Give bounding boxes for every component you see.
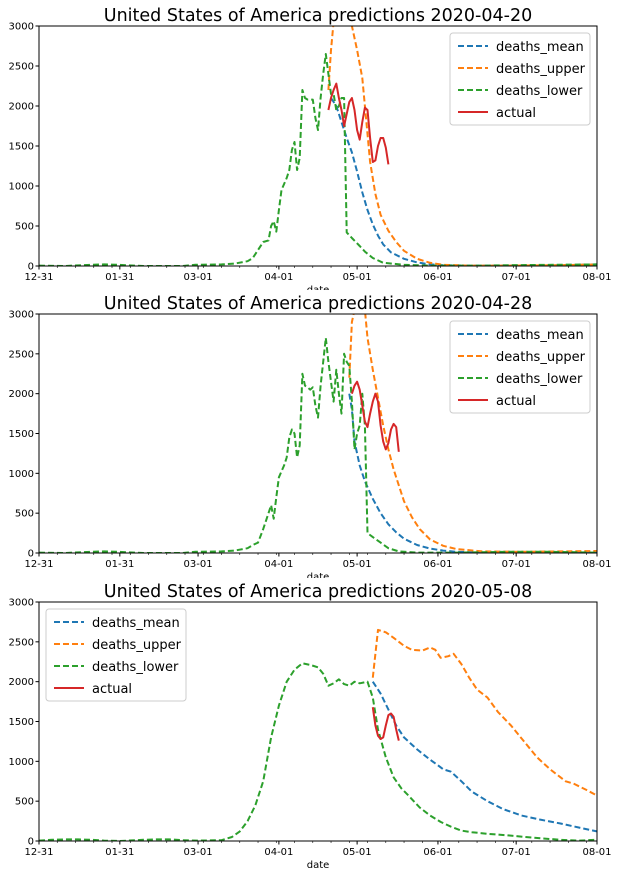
x-tick-label: 04-01 [264, 559, 293, 570]
x-axis-label: date [307, 572, 330, 578]
legend-label: deaths_lower [496, 84, 583, 99]
series-deaths-upper [371, 628, 597, 797]
y-tick-label: 0 [28, 262, 34, 273]
y-tick-label: 0 [28, 837, 34, 848]
y-tick-label: 1500 [9, 429, 34, 440]
legend-label: actual [496, 106, 536, 121]
x-tick-label: 03-01 [184, 272, 213, 283]
legend-label: actual [92, 682, 132, 697]
y-tick-label: 1500 [9, 142, 34, 153]
chart-1: United States of America predictions 202… [9, 6, 612, 296]
chart-title: United States of America predictions 202… [104, 294, 532, 314]
x-tick-label: 12-31 [24, 559, 53, 570]
y-tick-label: 500 [15, 797, 34, 808]
chart-panel-3: United States of America predictions 202… [0, 576, 619, 880]
x-tick-label: 06-01 [423, 559, 452, 570]
plot-area [39, 628, 597, 841]
x-tick-label: 01-31 [105, 559, 134, 570]
y-tick-label: 2000 [9, 102, 34, 113]
legend-label: actual [496, 394, 536, 409]
chart-title: United States of America predictions 202… [104, 6, 532, 26]
legend-label: deaths_upper [496, 62, 586, 77]
y-tick-label: 3000 [9, 598, 34, 609]
series-deaths-upper [348, 314, 597, 553]
y-tick-label: 2500 [9, 62, 34, 73]
series-actual [371, 707, 400, 741]
x-tick-label: 04-01 [264, 847, 293, 858]
x-tick-label: 03-01 [184, 559, 213, 570]
legend: deaths_mean deaths_upper deaths_loweractua… [45, 608, 187, 702]
y-tick-label: 1000 [9, 757, 34, 768]
y-tick-label: 2500 [9, 637, 34, 648]
x-tick-label: 08-01 [582, 559, 611, 570]
legend-label: deaths_mean [92, 616, 180, 631]
x-tick-label: 12-31 [24, 272, 53, 283]
legend: deaths_mean deaths_upper deaths_loweractua… [449, 32, 591, 126]
chart-title: United States of America predictions 202… [104, 582, 532, 602]
chart-panel-2: United States of America predictions 202… [0, 288, 619, 583]
legend-label: deaths_lower [496, 372, 583, 387]
x-tick-label: 01-31 [105, 272, 134, 283]
x-tick-label: 04-01 [264, 272, 293, 283]
x-tick-label: 01-31 [105, 847, 134, 858]
x-tick-label: 05-01 [343, 272, 372, 283]
series-deaths-lower [39, 662, 597, 841]
chart-3: United States of America predictions 202… [9, 582, 612, 871]
x-tick-label: 06-01 [423, 847, 452, 858]
x-tick-label: 07-01 [502, 847, 531, 858]
y-tick-label: 500 [15, 222, 34, 233]
series-actual [350, 380, 400, 452]
series-deaths-lower [39, 336, 597, 553]
y-tick-label: 0 [28, 549, 34, 560]
legend: deaths_mean deaths_upper deaths_loweractua… [449, 320, 591, 414]
chart-panel-1: United States of America predictions 202… [0, 0, 619, 296]
legend-label: deaths_mean [496, 40, 584, 55]
legend-label: deaths_mean [496, 328, 584, 343]
y-tick-label: 1000 [9, 469, 34, 480]
y-tick-label: 2500 [9, 349, 34, 360]
x-tick-label: 07-01 [502, 559, 531, 570]
x-tick-label: 12-31 [24, 847, 53, 858]
y-tick-label: 1500 [9, 717, 34, 728]
x-tick-label: 05-01 [343, 847, 372, 858]
y-tick-label: 500 [15, 509, 34, 520]
series-deaths-upper [327, 26, 597, 266]
y-tick-label: 2000 [9, 389, 34, 400]
legend-label: deaths_upper [92, 638, 182, 653]
series-deaths-mean [371, 681, 597, 833]
x-tick-label: 08-01 [582, 272, 611, 283]
x-tick-label: 03-01 [184, 847, 213, 858]
x-axis-label: date [307, 860, 330, 871]
x-tick-label: 05-01 [343, 559, 372, 570]
y-tick-label: 3000 [9, 22, 34, 33]
series-actual [327, 82, 390, 165]
series-deaths-lower [39, 53, 597, 266]
series-deaths-mean [348, 393, 597, 553]
x-tick-label: 08-01 [582, 847, 611, 858]
y-tick-label: 3000 [9, 310, 34, 321]
x-tick-label: 06-01 [423, 272, 452, 283]
chart-2: United States of America predictions 202… [9, 294, 612, 583]
legend-label: deaths_upper [496, 350, 586, 365]
y-tick-label: 1000 [9, 182, 34, 193]
legend-label: deaths_lower [92, 660, 179, 675]
y-tick-label: 2000 [9, 677, 34, 688]
x-tick-label: 07-01 [502, 272, 531, 283]
